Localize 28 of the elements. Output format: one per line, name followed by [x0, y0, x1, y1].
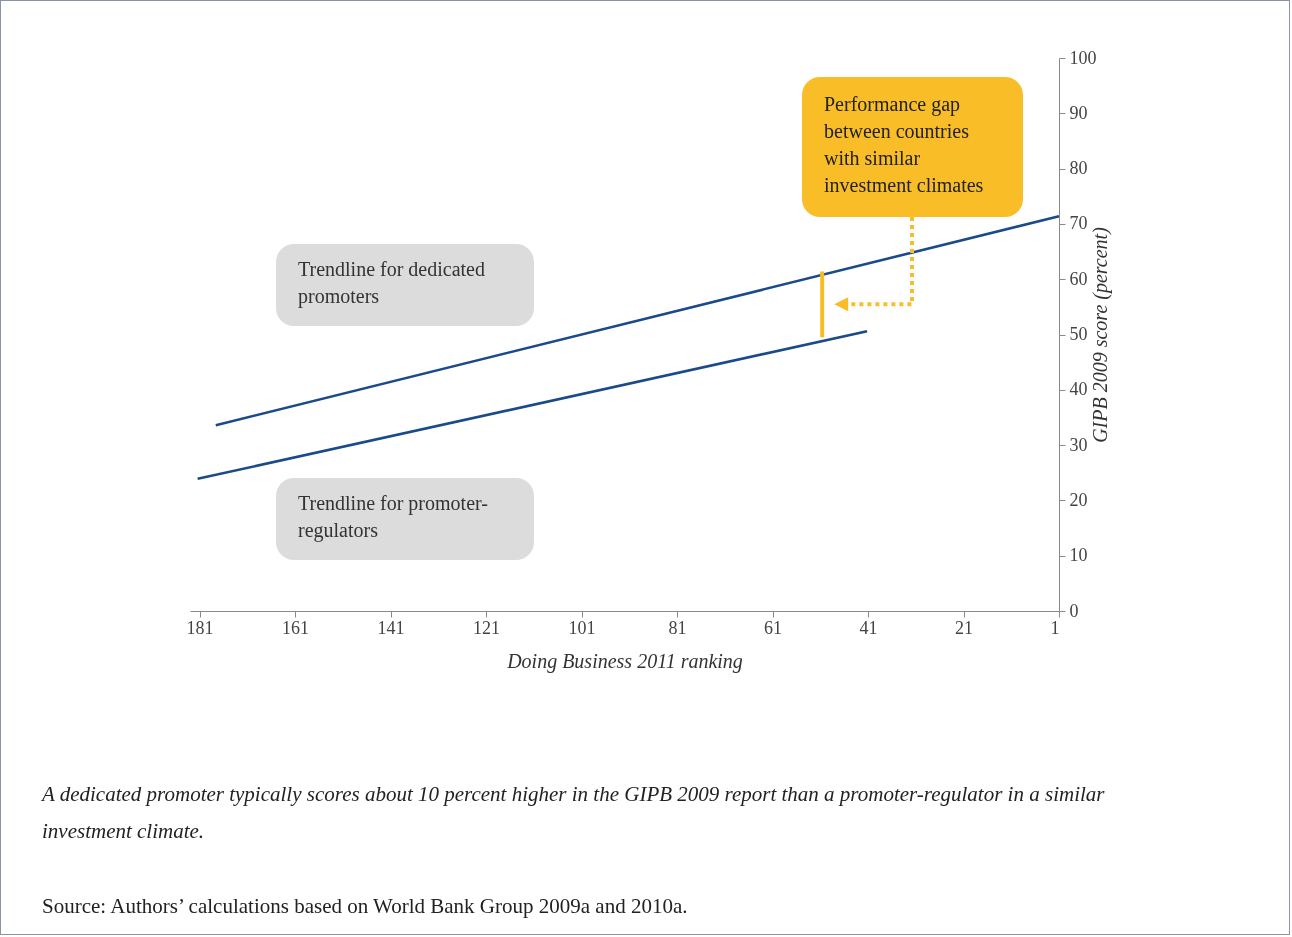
x-tick-label: 21 — [955, 617, 974, 638]
source-note: Source: Authors’ calculations based on World Bank Group 2009a and 2010a. — [42, 893, 689, 920]
x-tick-label: 101 — [568, 617, 596, 638]
rounded-box: Trendline for promoter-regulators — [276, 478, 534, 560]
y-tick-label: 80 — [1069, 158, 1088, 179]
y-tick-label: 10 — [1069, 545, 1088, 566]
y-tick-label: 60 — [1069, 268, 1088, 289]
x-tick-label: 41 — [859, 617, 878, 638]
y-tick-label: 90 — [1069, 102, 1088, 123]
rounded-box: Performance gap between countries with similar investment climates — [802, 77, 1023, 217]
y-tick-label: 20 — [1069, 489, 1088, 510]
y-tick-label: 70 — [1069, 213, 1088, 234]
x-tick-label: 181 — [186, 617, 214, 638]
y-tick-label: 40 — [1069, 379, 1088, 400]
x-tick-label: 121 — [473, 617, 501, 638]
y-tick-label: 30 — [1069, 434, 1088, 455]
y-tick-label: 0 — [1069, 600, 1079, 621]
x-tick-label: 61 — [764, 617, 783, 638]
x-tick-label: 1 — [1050, 617, 1060, 638]
rounded-box: Trendline for dedicated promoters — [276, 244, 534, 326]
x-tick-label: 141 — [377, 617, 405, 638]
y-axis-title: GIPB 2009 score (percent) — [1088, 226, 1112, 443]
x-axis-title: Doing Business 2011 ranking — [506, 649, 743, 673]
y-tick-label: 50 — [1069, 324, 1088, 344]
x-tick-label: 81 — [668, 617, 687, 638]
y-tick-label: 100 — [1069, 47, 1097, 68]
x-tick-label: 161 — [282, 617, 310, 638]
text: A dedicated promoter typically scores about 10 percent higher in the GIPB 2009 report than a promoter-regulator in a similar investment climate. — [42, 781, 1106, 845]
